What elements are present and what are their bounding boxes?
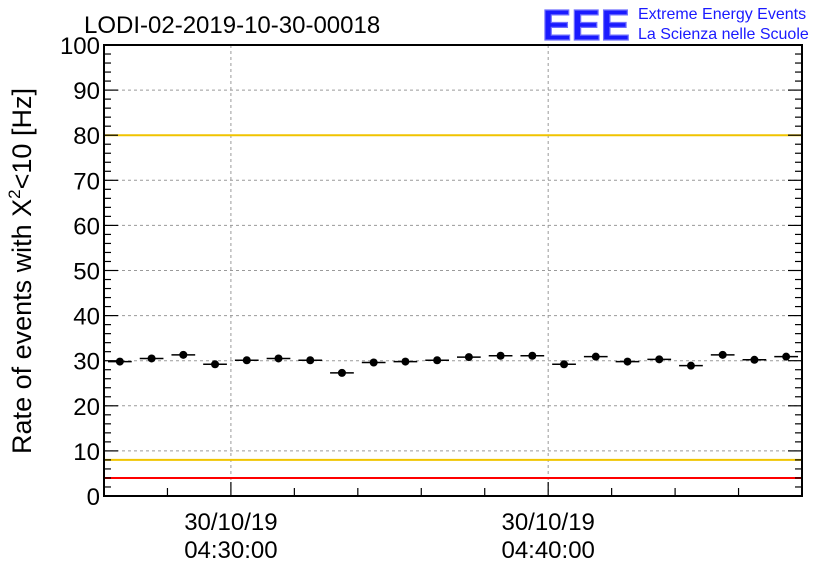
- data-point: [464, 353, 473, 362]
- y-axis-label-suffix: <10 [Hz]: [7, 88, 37, 189]
- y-tick-label: 0: [87, 484, 100, 511]
- data-point: [115, 357, 124, 366]
- y-axis-label-superscript: 2: [5, 189, 24, 198]
- x-tick-label-date: 30/10/19: [501, 509, 594, 536]
- data-point: [369, 358, 378, 367]
- logo-line-1: Extreme Energy Events: [638, 6, 806, 23]
- x-tick-label-time: 04:40:00: [501, 537, 594, 564]
- y-tick-label: 50: [73, 259, 100, 286]
- logo-line-2: La Scienza nelle Scuole: [638, 26, 809, 43]
- data-point: [750, 355, 759, 364]
- y-tick-label: 70: [73, 168, 100, 195]
- data-point: [401, 357, 410, 366]
- data-point: [782, 352, 791, 361]
- data-point: [211, 360, 220, 369]
- y-tick-label: 100: [60, 33, 100, 60]
- data-point: [337, 368, 346, 377]
- y-axis-label: Rate of events with X2<10 [Hz]: [5, 88, 37, 454]
- data-point: [718, 350, 727, 359]
- y-tick-label: 30: [73, 349, 100, 376]
- data-point: [306, 356, 315, 365]
- data-points: [108, 350, 798, 377]
- data-point: [686, 361, 695, 370]
- x-tick-label-date: 30/10/19: [184, 509, 277, 536]
- y-tick-label: 90: [73, 78, 100, 105]
- data-point: [496, 351, 505, 360]
- logo-letters: EEE: [542, 1, 630, 50]
- y-tick-label: 10: [73, 439, 100, 466]
- plot-frame: [103, 44, 803, 497]
- data-point: [560, 360, 569, 369]
- data-point: [623, 357, 632, 366]
- y-axis-label-main: Rate of events with X: [7, 199, 37, 454]
- x-tick-label-time: 04:30:00: [184, 537, 277, 564]
- y-tick-label: 80: [73, 123, 100, 150]
- data-point: [242, 356, 251, 365]
- data-point: [179, 350, 188, 359]
- data-point: [274, 354, 283, 363]
- data-point: [655, 355, 664, 364]
- y-tick-label: 60: [73, 213, 100, 240]
- data-point: [433, 356, 442, 365]
- data-point: [591, 352, 600, 361]
- data-point: [147, 354, 156, 363]
- axis-tick-labels: 010203040506070809010030/10/1904:30:0030…: [60, 33, 595, 564]
- y-tick-label: 40: [73, 304, 100, 331]
- data-point: [528, 351, 537, 360]
- chart-title: LODI-02-2019-10-30-00018: [84, 12, 380, 39]
- y-tick-label: 20: [73, 394, 100, 421]
- eee-logo: EEE Extreme Energy Events La Scienza nel…: [541, 0, 809, 50]
